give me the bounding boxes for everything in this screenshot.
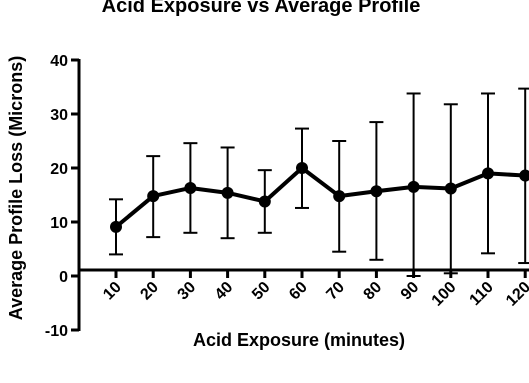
data-point [444, 182, 457, 195]
x-tick-label: 80 [361, 279, 386, 304]
x-tick-label: 60 [286, 279, 311, 304]
x-tick-label: 50 [249, 279, 274, 304]
data-point [370, 185, 383, 198]
x-tick-label: 20 [137, 279, 162, 304]
y-tick-label: 30 [50, 107, 68, 124]
data-point [296, 162, 308, 174]
series [110, 162, 529, 233]
data-point [221, 186, 234, 199]
x-tick-label: 10 [100, 279, 125, 304]
data-point [519, 169, 529, 182]
data-point [258, 195, 271, 208]
x-tick-label: 40 [212, 279, 237, 304]
data-point [333, 190, 346, 203]
y-tick-label: 10 [50, 215, 68, 232]
series-line [114, 166, 526, 229]
data-point [407, 180, 420, 193]
x-ticks: 10 20 30 40 50 60 70 80 90 100 110 120 [100, 270, 529, 310]
data-point [184, 181, 197, 194]
x-tick-label: 100 [429, 279, 460, 310]
x-tick-label: 70 [323, 279, 348, 304]
y-tick-label: 0 [59, 269, 68, 286]
x-axis-label: Acid Exposure (minutes) [193, 330, 405, 350]
y-tick-label: 20 [50, 161, 68, 178]
y-axis-label: Average Profile Loss (Microns) [6, 56, 26, 320]
chart-title: Acid Exposure vs Average Profile [102, 0, 421, 17]
y-tick-label: -10 [45, 323, 68, 340]
y-tick-label: 40 [50, 53, 68, 70]
data-point [482, 167, 494, 180]
x-tick-label: 110 [467, 279, 497, 309]
x-tick-label: 90 [398, 279, 423, 304]
y-ticks: -10 0 10 20 30 40 [45, 53, 79, 340]
x-tick-label: 120 [503, 279, 529, 310]
data-point [147, 190, 160, 203]
data-point [110, 220, 122, 233]
x-tick-label: 30 [175, 279, 200, 304]
